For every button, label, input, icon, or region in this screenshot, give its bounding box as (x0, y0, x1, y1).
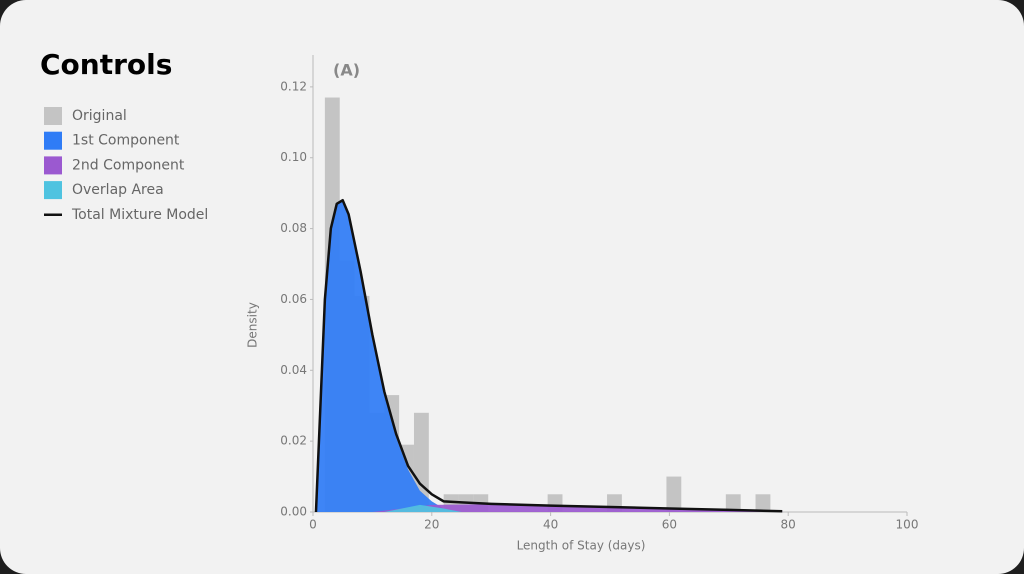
legend-label: Total Mixture Model (71, 207, 208, 223)
chart-title: (A) (333, 61, 360, 80)
x-tick-label: 60 (662, 518, 677, 532)
legend-swatch (44, 131, 62, 150)
y-tick-label: 0.06 (280, 292, 307, 306)
legend-swatch (44, 107, 62, 125)
legend-swatch (44, 156, 62, 175)
area (372, 504, 783, 512)
x-tick-label: 40 (543, 518, 558, 532)
histogram-bar (666, 476, 682, 512)
legend-swatch (44, 181, 62, 200)
y-tick-label: 0.00 (280, 505, 307, 519)
legend-label: 2nd Component (72, 157, 185, 173)
histogram-bar (755, 494, 771, 512)
x-tick-label: 0 (309, 518, 317, 532)
y-tick-label: 0.12 (280, 79, 307, 93)
legend-label: Original (72, 108, 127, 124)
y-tick-label: 0.08 (280, 221, 307, 235)
histogram-bar (725, 494, 741, 512)
line (314, 198, 783, 513)
x-axis-label: Length of Stay (days) (517, 539, 646, 553)
x-tick-label: 20 (424, 518, 439, 532)
y-tick-label: 0.04 (280, 363, 307, 377)
legend-label: 1st Component (72, 133, 180, 149)
y-tick-label: 0.10 (280, 150, 307, 164)
x-tick-label: 80 (781, 518, 796, 532)
panel-title: Controls (40, 48, 172, 81)
legend-label: Overlap Area (72, 182, 164, 198)
y-tick-label: 0.02 (280, 434, 307, 448)
y-axis-label: Density (246, 302, 260, 348)
x-tick-label: 100 (896, 518, 919, 532)
area (384, 504, 462, 512)
area (315, 200, 462, 513)
